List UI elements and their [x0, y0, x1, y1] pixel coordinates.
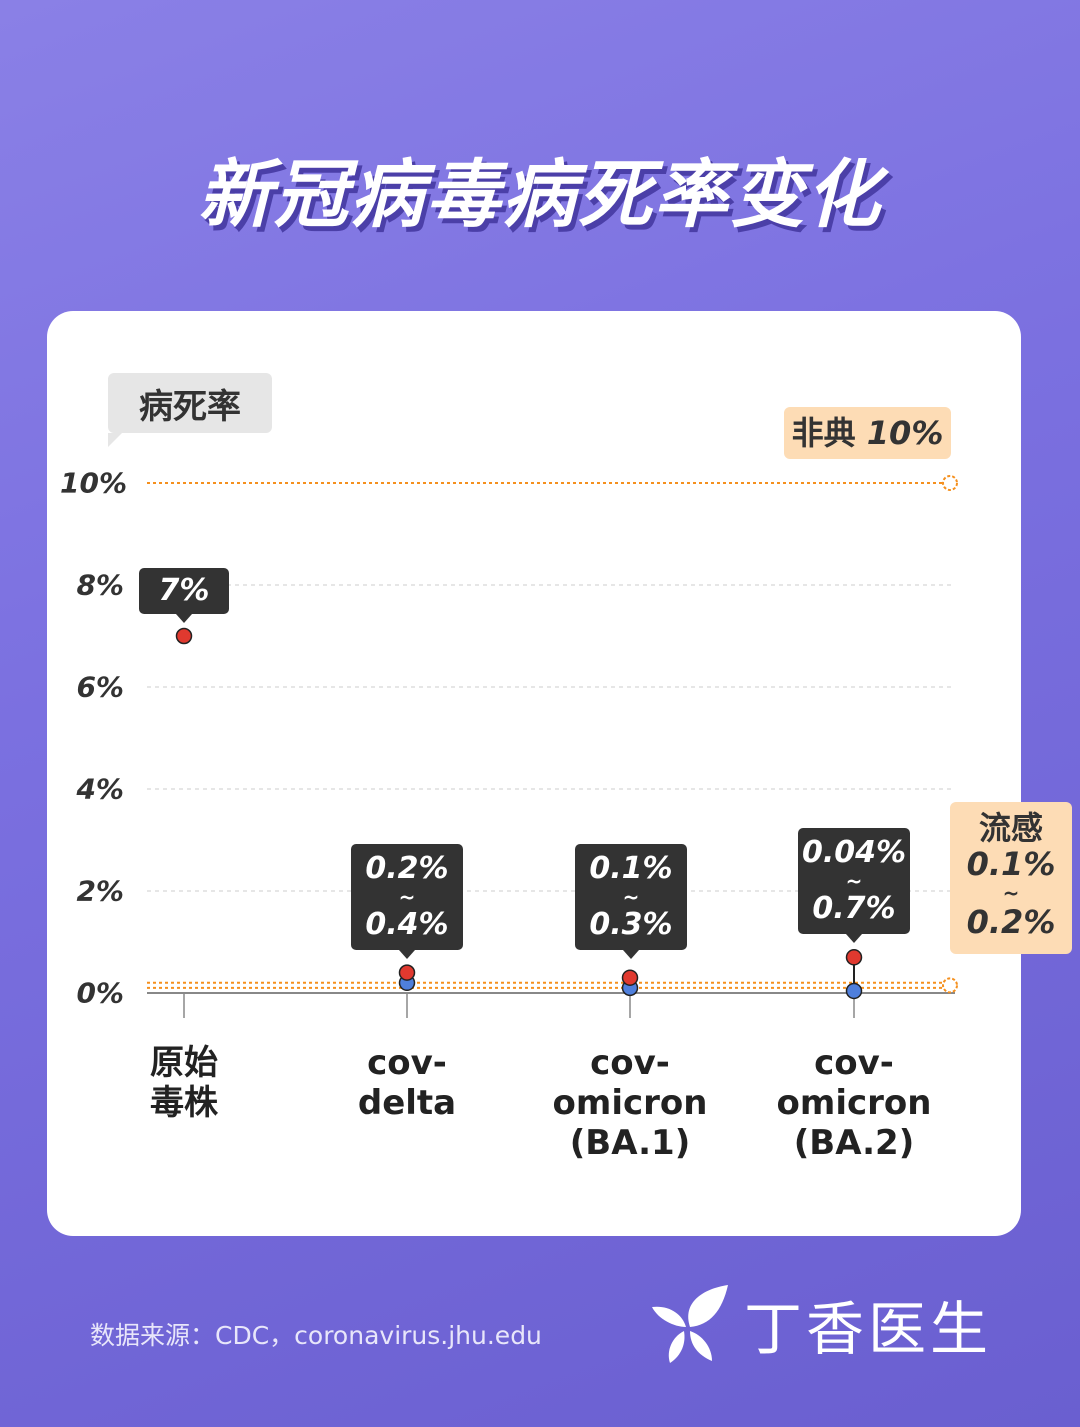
max-point [845, 949, 863, 966]
sars-reference-label: 非典 10% [784, 407, 951, 459]
data-label-ba1: 0.1% ~0.3% [575, 844, 687, 959]
y-tick: 10% [60, 466, 128, 500]
y-tick: 2% [76, 874, 124, 908]
flu-marker [942, 977, 958, 994]
y-tick: 8% [76, 568, 124, 602]
max-point [621, 969, 639, 986]
logo-text: 丁香医生 [744, 1295, 993, 1363]
data-source: 数据来源：CDC，coronavirus.jhu.edu [90, 1321, 542, 1350]
y-axis-label: 病死率 [108, 373, 272, 447]
data-label-delta: 0.2% ~0.4% [351, 844, 463, 959]
brand-logo: 丁香医生 [652, 1282, 992, 1366]
y-tick: 0% [76, 976, 124, 1010]
page-title: 新冠病毒病死率变化 [198, 152, 882, 238]
chart-card [47, 311, 1021, 1236]
x-category-original: 原始 毒株 [150, 1043, 218, 1123]
max-point [175, 627, 193, 645]
y-tick: 4% [76, 772, 124, 806]
data-label-ba2: 0.04% ~0.7% [798, 828, 910, 943]
x-category-delta: cov-delta [357, 1043, 457, 1123]
min-point [845, 982, 863, 1000]
flu-reference-label: 流感 0.1% ~0.2% [950, 802, 1072, 954]
y-tick: 6% [76, 670, 124, 704]
x-category-ba2: cov-omicron (BA.2) [776, 1043, 932, 1163]
data-label-original: 7% [139, 568, 229, 623]
sars-marker [942, 475, 958, 491]
x-category-ba1: cov-omicron (BA.1) [552, 1043, 708, 1163]
clove-flower-icon [652, 1285, 728, 1363]
max-point [398, 964, 416, 981]
